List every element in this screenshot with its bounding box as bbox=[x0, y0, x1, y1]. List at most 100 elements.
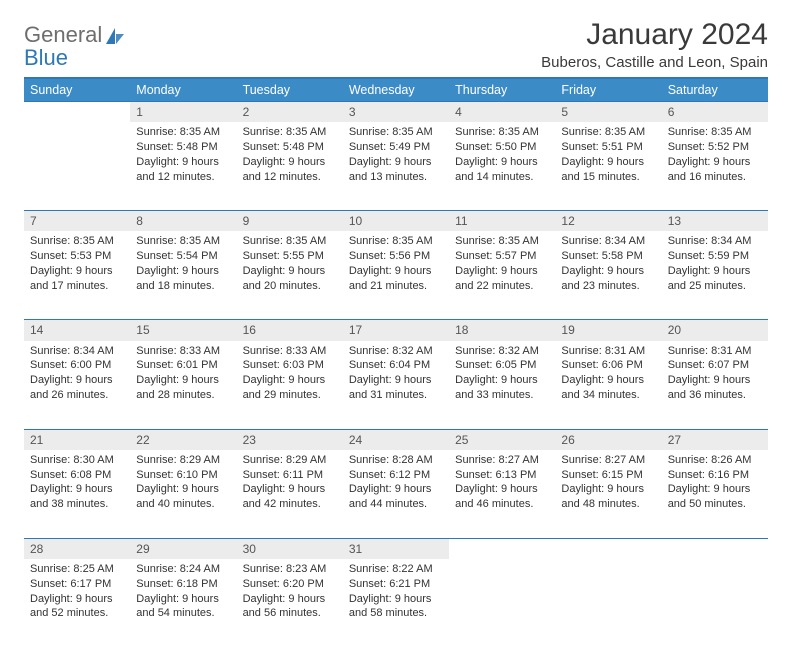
sunset-line: Sunset: 6:17 PM bbox=[30, 577, 124, 592]
sunset-line: Sunset: 5:56 PM bbox=[349, 249, 443, 264]
sunrise-line: Sunrise: 8:31 AM bbox=[561, 344, 655, 359]
sunrise-line: Sunrise: 8:29 AM bbox=[136, 453, 230, 468]
header: General Blue January 2024 Buberos, Casti… bbox=[24, 18, 768, 71]
day-cell: Sunrise: 8:32 AMSunset: 6:04 PMDaylight:… bbox=[343, 341, 449, 429]
sunrise-line: Sunrise: 8:28 AM bbox=[349, 453, 443, 468]
day-number bbox=[24, 101, 130, 106]
day-cell: Sunrise: 8:32 AMSunset: 6:05 PMDaylight:… bbox=[449, 341, 555, 429]
day-cell bbox=[555, 559, 661, 647]
sunrise-line: Sunrise: 8:27 AM bbox=[561, 453, 655, 468]
daylight-line: Daylight: 9 hours and 50 minutes. bbox=[668, 482, 762, 512]
sunset-line: Sunset: 5:58 PM bbox=[561, 249, 655, 264]
logo-line2: Blue bbox=[24, 47, 102, 69]
day-cell: Sunrise: 8:25 AMSunset: 6:17 PMDaylight:… bbox=[24, 559, 130, 647]
sunrise-line: Sunrise: 8:35 AM bbox=[455, 125, 549, 140]
daylight-line: Daylight: 9 hours and 33 minutes. bbox=[455, 373, 549, 403]
day-number: 16 bbox=[237, 319, 343, 340]
day-cell: Sunrise: 8:30 AMSunset: 6:08 PMDaylight:… bbox=[24, 450, 130, 538]
sunrise-line: Sunrise: 8:35 AM bbox=[668, 125, 762, 140]
sunrise-line: Sunrise: 8:30 AM bbox=[30, 453, 124, 468]
sunrise-line: Sunrise: 8:32 AM bbox=[349, 344, 443, 359]
day-number: 10 bbox=[343, 210, 449, 231]
sunset-line: Sunset: 6:01 PM bbox=[136, 358, 230, 373]
day-number: 4 bbox=[449, 101, 555, 122]
day-cell: Sunrise: 8:35 AMSunset: 5:54 PMDaylight:… bbox=[130, 231, 236, 319]
sunrise-line: Sunrise: 8:35 AM bbox=[349, 234, 443, 249]
weekday-header: Thursday bbox=[449, 78, 555, 101]
daylight-line: Daylight: 9 hours and 34 minutes. bbox=[561, 373, 655, 403]
day-cell: Sunrise: 8:29 AMSunset: 6:10 PMDaylight:… bbox=[130, 450, 236, 538]
day-number: 27 bbox=[662, 429, 768, 450]
day-number: 12 bbox=[555, 210, 661, 231]
daylight-line: Daylight: 9 hours and 16 minutes. bbox=[668, 155, 762, 185]
daylight-line: Daylight: 9 hours and 20 minutes. bbox=[243, 264, 337, 294]
daylight-line: Daylight: 9 hours and 58 minutes. bbox=[349, 592, 443, 622]
day-number: 7 bbox=[24, 210, 130, 231]
daylight-line: Daylight: 9 hours and 48 minutes. bbox=[561, 482, 655, 512]
sunrise-line: Sunrise: 8:35 AM bbox=[349, 125, 443, 140]
daylight-line: Daylight: 9 hours and 56 minutes. bbox=[243, 592, 337, 622]
sunset-line: Sunset: 5:59 PM bbox=[668, 249, 762, 264]
day-number: 5 bbox=[555, 101, 661, 122]
sunset-line: Sunset: 6:11 PM bbox=[243, 468, 337, 483]
day-cell: Sunrise: 8:34 AMSunset: 5:59 PMDaylight:… bbox=[662, 231, 768, 319]
day-number: 24 bbox=[343, 429, 449, 450]
sunrise-line: Sunrise: 8:35 AM bbox=[136, 234, 230, 249]
day-number: 1 bbox=[130, 101, 236, 122]
sunrise-line: Sunrise: 8:35 AM bbox=[243, 125, 337, 140]
calendar-table: SundayMondayTuesdayWednesdayThursdayFrid… bbox=[24, 77, 768, 647]
location: Buberos, Castille and Leon, Spain bbox=[541, 54, 768, 71]
day-cell: Sunrise: 8:35 AMSunset: 5:53 PMDaylight:… bbox=[24, 231, 130, 319]
sunset-line: Sunset: 6:10 PM bbox=[136, 468, 230, 483]
sunrise-line: Sunrise: 8:35 AM bbox=[243, 234, 337, 249]
sunset-line: Sunset: 6:18 PM bbox=[136, 577, 230, 592]
sunset-line: Sunset: 6:15 PM bbox=[561, 468, 655, 483]
day-number: 15 bbox=[130, 319, 236, 340]
day-number: 19 bbox=[555, 319, 661, 340]
sunset-line: Sunset: 6:20 PM bbox=[243, 577, 337, 592]
week-row: Sunrise: 8:30 AMSunset: 6:08 PM Daylight:… bbox=[24, 450, 768, 538]
sunrise-line: Sunrise: 8:35 AM bbox=[561, 125, 655, 140]
daylight-line: Daylight: 9 hours and 28 minutes. bbox=[136, 373, 230, 403]
day-cell: Sunrise: 8:35 AMSunset: 5:56 PMDaylight:… bbox=[343, 231, 449, 319]
daylight-line: Daylight: 9 hours and 22 minutes. bbox=[455, 264, 549, 294]
day-cell: Sunrise: 8:35 AMSunset: 5:48 PMDaylight:… bbox=[130, 122, 236, 210]
day-cell: Sunrise: 8:31 AMSunset: 6:06 PMDaylight:… bbox=[555, 341, 661, 429]
daynum-row: 21222324252627 bbox=[24, 429, 768, 450]
day-cell: Sunrise: 8:33 AMSunset: 6:01 PMDaylight:… bbox=[130, 341, 236, 429]
sunset-line: Sunset: 6:07 PM bbox=[668, 358, 762, 373]
daylight-line: Daylight: 9 hours and 52 minutes. bbox=[30, 592, 124, 622]
weekday-header: Monday bbox=[130, 78, 236, 101]
sunset-line: Sunset: 6:03 PM bbox=[243, 358, 337, 373]
day-number bbox=[662, 538, 768, 543]
title-block: January 2024 Buberos, Castille and Leon,… bbox=[541, 18, 768, 71]
sunset-line: Sunset: 5:51 PM bbox=[561, 140, 655, 155]
day-number: 25 bbox=[449, 429, 555, 450]
sunset-line: Sunset: 6:04 PM bbox=[349, 358, 443, 373]
daynum-row: 14151617181920 bbox=[24, 319, 768, 340]
daylight-line: Daylight: 9 hours and 26 minutes. bbox=[30, 373, 124, 403]
day-cell: Sunrise: 8:24 AMSunset: 6:18 PMDaylight:… bbox=[130, 559, 236, 647]
weekday-header: Friday bbox=[555, 78, 661, 101]
daylight-line: Daylight: 9 hours and 17 minutes. bbox=[30, 264, 124, 294]
day-number: 14 bbox=[24, 319, 130, 340]
day-number: 22 bbox=[130, 429, 236, 450]
sunrise-line: Sunrise: 8:33 AM bbox=[243, 344, 337, 359]
day-cell: Sunrise: 8:35 AMSunset: 5:51 PMDaylight:… bbox=[555, 122, 661, 210]
weekday-header: Wednesday bbox=[343, 78, 449, 101]
day-number: 11 bbox=[449, 210, 555, 231]
daynum-row: 78910111213 bbox=[24, 210, 768, 231]
sunset-line: Sunset: 6:05 PM bbox=[455, 358, 549, 373]
sunset-line: Sunset: 6:00 PM bbox=[30, 358, 124, 373]
sunset-line: Sunset: 6:08 PM bbox=[30, 468, 124, 483]
sunset-line: Sunset: 5:54 PM bbox=[136, 249, 230, 264]
daylight-line: Daylight: 9 hours and 42 minutes. bbox=[243, 482, 337, 512]
day-cell: Sunrise: 8:26 AMSunset: 6:16 PMDaylight:… bbox=[662, 450, 768, 538]
sail-icon bbox=[104, 26, 126, 51]
sunrise-line: Sunrise: 8:34 AM bbox=[668, 234, 762, 249]
daylight-line: Daylight: 9 hours and 23 minutes. bbox=[561, 264, 655, 294]
sunrise-line: Sunrise: 8:22 AM bbox=[349, 562, 443, 577]
day-cell: Sunrise: 8:34 AMSunset: 6:00 PMDaylight:… bbox=[24, 341, 130, 429]
day-cell: Sunrise: 8:34 AMSunset: 5:58 PMDaylight:… bbox=[555, 231, 661, 319]
daylight-line: Daylight: 9 hours and 15 minutes. bbox=[561, 155, 655, 185]
